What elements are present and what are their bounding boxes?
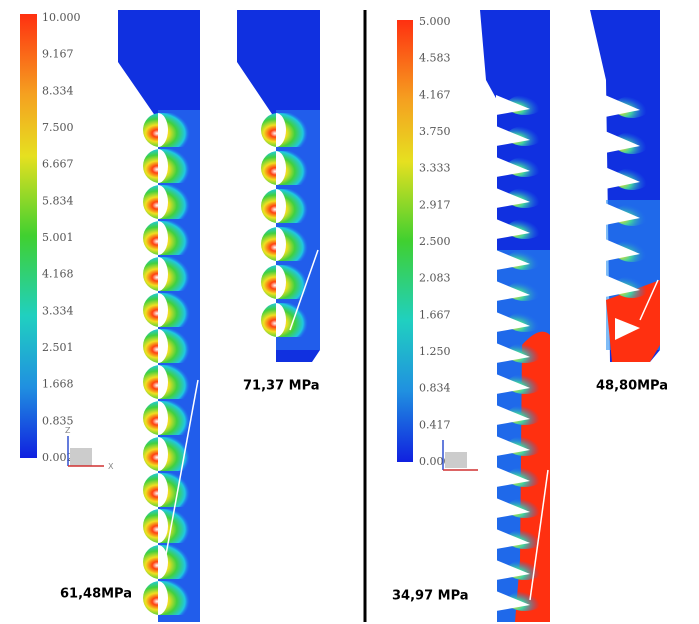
legend-label: 0.417 bbox=[419, 418, 451, 431]
legend-label: 5.001 bbox=[42, 231, 74, 244]
legend-label: 2.500 bbox=[419, 235, 451, 248]
stress-label: 71,37 MPa bbox=[243, 379, 320, 394]
legend-label: 0.002 bbox=[42, 451, 74, 464]
model-right-long bbox=[480, 10, 550, 622]
legend-label: 5.000 bbox=[419, 15, 451, 28]
legend-label: 7.500 bbox=[42, 121, 74, 134]
right-triad bbox=[443, 440, 478, 470]
legend-label: 1.250 bbox=[419, 345, 451, 358]
legend-label: 1.667 bbox=[419, 308, 451, 321]
model-right-short bbox=[590, 10, 660, 362]
legend-label: 2.917 bbox=[419, 198, 451, 211]
left-legend: 10.000 9.167 8.334 7.500 6.667 5.834 5.001 4.16… bbox=[42, 11, 81, 464]
left-triad: Z X bbox=[65, 426, 114, 471]
legend-label: 4.583 bbox=[419, 52, 451, 65]
legend-label: 2.083 bbox=[419, 272, 451, 285]
stress-label: 61,48MPa bbox=[60, 587, 132, 602]
legend-label: 3.333 bbox=[419, 162, 451, 175]
legend-label: 2.501 bbox=[42, 341, 74, 354]
legend-label: 5.834 bbox=[42, 194, 74, 207]
legend-label: 3.750 bbox=[419, 125, 451, 138]
legend-label: 4.168 bbox=[42, 268, 74, 281]
legend-label: 10.000 bbox=[42, 11, 81, 24]
right-legend: 5.000 4.583 4.167 3.750 3.333 2.917 2.500 2.083… bbox=[419, 15, 451, 468]
legend-label: 3.334 bbox=[42, 304, 74, 317]
axis-z: Z bbox=[65, 426, 71, 435]
model-left-long bbox=[118, 10, 200, 622]
left-color-bar bbox=[20, 14, 37, 458]
legend-label: 8.334 bbox=[42, 84, 74, 97]
axis-x: X bbox=[108, 462, 114, 471]
legend-label: 9.167 bbox=[42, 48, 74, 61]
legend-label: 4.167 bbox=[419, 88, 451, 101]
legend-label: 0.834 bbox=[419, 382, 451, 395]
stress-label: 34,97 MPa bbox=[392, 589, 469, 604]
right-color-bar bbox=[397, 20, 413, 462]
screenshot: 10.000 9.167 8.334 7.500 6.667 5.834 5.001 4.16… bbox=[0, 0, 699, 624]
stress-label: 48,80MPa bbox=[596, 379, 668, 394]
legend-label: 1.668 bbox=[42, 378, 74, 391]
legend-label: 6.667 bbox=[42, 158, 74, 171]
model-left-short bbox=[237, 10, 320, 362]
